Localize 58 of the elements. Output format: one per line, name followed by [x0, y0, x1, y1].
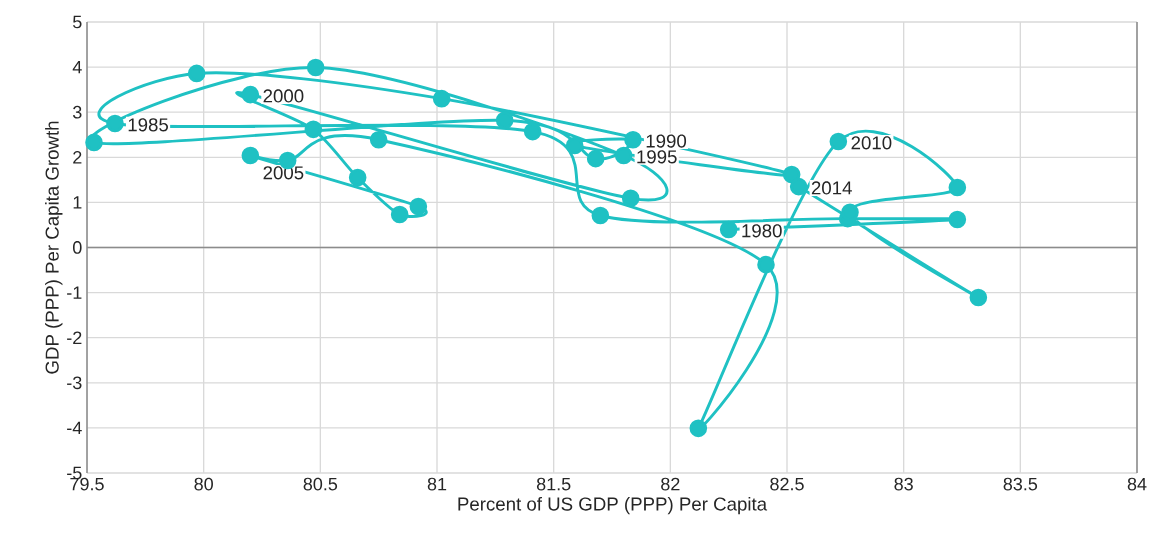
point — [390, 205, 409, 224]
x-tick-label: 82 — [661, 477, 680, 491]
point — [106, 114, 124, 133]
x-tick-label: 83 — [894, 477, 913, 491]
point — [719, 220, 738, 239]
x-axis-title: Percent of US GDP (PPP) Per Capita — [458, 496, 768, 515]
y-tick-label: 5 — [73, 15, 82, 29]
annotation: 1985 — [128, 118, 169, 132]
y-tick-label: 0 — [73, 241, 82, 254]
y-tick-label: -4 — [67, 421, 82, 435]
point — [969, 288, 988, 307]
x-tick-label: 83.5 — [1003, 477, 1038, 491]
point — [624, 130, 642, 149]
x-tick-label: 81 — [427, 477, 447, 491]
x-tick-label: 79.5 — [70, 477, 104, 491]
x-tick-label: 84 — [1127, 477, 1147, 491]
point — [241, 85, 260, 104]
annotation: 2010 — [851, 136, 892, 150]
point — [306, 58, 325, 77]
y-tick-label: -1 — [67, 286, 82, 299]
y-tick-label: 1 — [73, 196, 82, 209]
point — [409, 197, 428, 216]
point — [495, 111, 514, 130]
point — [621, 189, 640, 208]
point — [586, 149, 605, 168]
annotation: 1995 — [637, 150, 677, 164]
point — [565, 136, 584, 155]
y-tick-label: -3 — [67, 376, 82, 390]
annotation: 2014 — [811, 181, 852, 195]
point — [187, 64, 206, 83]
y-axis-title: GDP (PPP) Per Capita Growth — [45, 121, 63, 374]
point — [432, 89, 451, 108]
point — [948, 178, 967, 197]
point — [304, 120, 323, 139]
x-tick-label: 80.5 — [303, 477, 338, 491]
point — [614, 146, 633, 165]
x-tick-label: 82.5 — [770, 477, 804, 491]
y-tick-label: 4 — [72, 60, 82, 74]
point — [829, 132, 848, 151]
point — [789, 177, 808, 196]
point — [241, 146, 260, 165]
point — [948, 210, 967, 229]
annotation: 1990 — [646, 134, 687, 148]
y-tick-label: 3 — [72, 105, 82, 119]
annotation: 2000 — [263, 89, 304, 103]
x-tick-label: 80 — [194, 477, 213, 491]
point — [757, 255, 775, 274]
point — [689, 419, 708, 438]
point — [348, 168, 367, 187]
point — [85, 133, 103, 152]
point — [782, 165, 801, 184]
point — [369, 130, 388, 149]
x-tick-label: 81.5 — [536, 477, 571, 491]
point — [591, 206, 610, 225]
y-tick-label: -2 — [67, 331, 82, 344]
annotation: 1980 — [742, 224, 782, 238]
y-tick-label: 2 — [73, 151, 82, 164]
point — [523, 122, 542, 141]
